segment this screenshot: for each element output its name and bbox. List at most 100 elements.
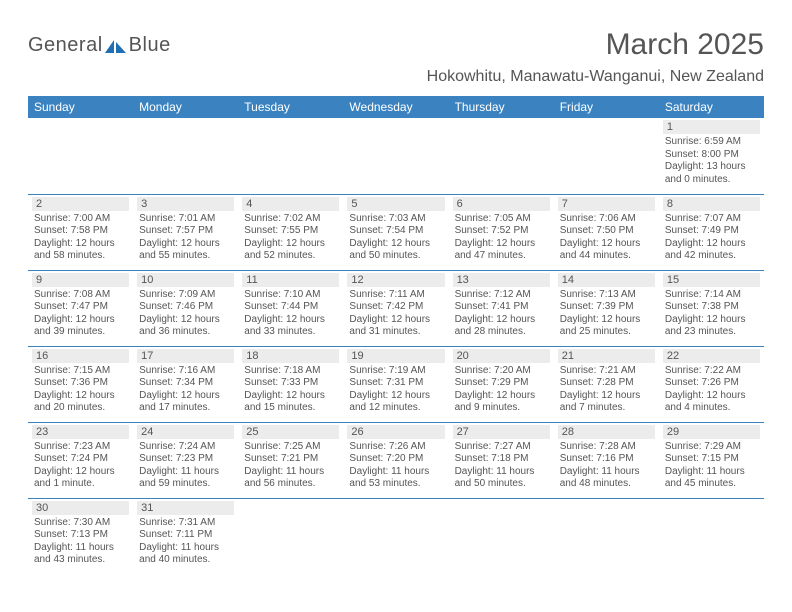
day-info: Sunrise: 7:20 AMSunset: 7:29 PMDaylight:… [453,365,550,415]
title-block: March 2025 Hokowhitu, Manawatu-Wanganui,… [427,28,764,86]
day-number: 8 [663,197,760,211]
day-number: 2 [32,197,129,211]
day-number: 30 [32,501,129,515]
day-info: Sunrise: 7:12 AMSunset: 7:41 PMDaylight:… [453,289,550,339]
day-info: Sunrise: 7:02 AMSunset: 7:55 PMDaylight:… [242,213,339,263]
day-number: 24 [137,425,234,439]
day-info: Sunrise: 7:13 AMSunset: 7:39 PMDaylight:… [558,289,655,339]
day-number: 1 [663,120,760,134]
calendar-cell: 23 Sunrise: 7:23 AMSunset: 7:24 PMDayligh… [28,422,133,498]
brand-word-2: Blue [129,34,171,57]
day-number: 16 [32,349,129,363]
day-info: Sunrise: 7:19 AMSunset: 7:31 PMDaylight:… [347,365,444,415]
calendar-cell: 9Sunrise: 7:08 AMSunset: 7:47 PMDaylight… [28,270,133,346]
day-info: Sunrise: 7:08 AMSunset: 7:47 PMDaylight:… [32,289,129,339]
day-header: Tuesday [238,96,343,118]
calendar-cell [343,118,448,194]
day-number: 29 [663,425,760,439]
calendar-cell: 11Sunrise: 7:10 AMSunset: 7:44 PMDayligh… [238,270,343,346]
day-info: Sunrise: 7:06 AMSunset: 7:50 PMDaylight:… [558,213,655,263]
day-info: Sunrise: 7:24 AMSunset: 7:23 PMDaylight:… [137,441,234,491]
day-number: 14 [558,273,655,287]
calendar-cell [238,118,343,194]
day-info: Sunrise: 7:26 AMSunset: 7:20 PMDaylight:… [347,441,444,491]
day-info: Sunrise: 7:29 AMSunset: 7:15 PMDaylight:… [663,441,760,491]
calendar-cell: 22 Sunrise: 7:22 AMSunset: 7:26 PMDayligh… [659,346,764,422]
calendar-cell [449,118,554,194]
day-number: 12 [347,273,444,287]
day-number: 25 [242,425,339,439]
brand-logo: General Blue [28,34,171,57]
day-number: 17 [137,349,234,363]
calendar-cell: 13 Sunrise: 7:12 AMSunset: 7:41 PMDayligh… [449,270,554,346]
day-number: 31 [137,501,234,515]
calendar-cell [554,498,659,574]
day-info: Sunrise: 7:14 AMSunset: 7:38 PMDaylight:… [663,289,760,339]
day-number: 20 [453,349,550,363]
calendar-cell [449,498,554,574]
calendar-cell: 6 Sunrise: 7:05 AMSunset: 7:52 PMDaylight… [449,194,554,270]
sail-icon [105,38,127,54]
day-number: 22 [663,349,760,363]
day-info: Sunrise: 7:27 AMSunset: 7:18 PMDaylight:… [453,441,550,491]
day-info: Sunrise: 7:21 AMSunset: 7:28 PMDaylight:… [558,365,655,415]
calendar-cell: 20 Sunrise: 7:20 AMSunset: 7:29 PMDayligh… [449,346,554,422]
day-info: Sunrise: 7:22 AMSunset: 7:26 PMDaylight:… [663,365,760,415]
day-number: 13 [453,273,550,287]
day-number: 6 [453,197,550,211]
calendar-header-row: SundayMondayTuesdayWednesdayThursdayFrid… [28,96,764,118]
calendar-cell: 5Sunrise: 7:03 AMSunset: 7:54 PMDaylight… [343,194,448,270]
calendar-cell [554,118,659,194]
day-info: Sunrise: 7:28 AMSunset: 7:16 PMDaylight:… [558,441,655,491]
day-info: Sunrise: 6:59 AMSunset: 8:00 PMDaylight:… [663,136,760,186]
header: General Blue March 2025 Hokowhitu, Manaw… [28,28,764,86]
calendar-cell: 25 Sunrise: 7:25 AMSunset: 7:21 PMDayligh… [238,422,343,498]
day-info: Sunrise: 7:00 AMSunset: 7:58 PMDaylight:… [32,213,129,263]
day-info: Sunrise: 7:30 AMSunset: 7:13 PMDaylight:… [32,517,129,567]
day-number: 7 [558,197,655,211]
calendar-cell [133,118,238,194]
day-header: Saturday [659,96,764,118]
calendar-cell: 15 Sunrise: 7:14 AMSunset: 7:38 PMDayligh… [659,270,764,346]
calendar-cell: 30 Sunrise: 7:30 AMSunset: 7:13 PMDayligh… [28,498,133,574]
calendar-cell: 18 Sunrise: 7:18 AMSunset: 7:33 PMDayligh… [238,346,343,422]
calendar-cell: 8 Sunrise: 7:07 AMSunset: 7:49 PMDaylight… [659,194,764,270]
calendar-cell [28,118,133,194]
calendar-cell: 7 Sunrise: 7:06 AMSunset: 7:50 PMDaylight… [554,194,659,270]
day-number: 26 [347,425,444,439]
calendar-cell: 29 Sunrise: 7:29 AMSunset: 7:15 PMDayligh… [659,422,764,498]
calendar-cell: 16 Sunrise: 7:15 AMSunset: 7:36 PMDayligh… [28,346,133,422]
day-info: Sunrise: 7:11 AMSunset: 7:42 PMDaylight:… [347,289,444,339]
day-number: 18 [242,349,339,363]
day-info: Sunrise: 7:18 AMSunset: 7:33 PMDaylight:… [242,365,339,415]
day-info: Sunrise: 7:05 AMSunset: 7:52 PMDaylight:… [453,213,550,263]
location-subtitle: Hokowhitu, Manawatu-Wanganui, New Zealan… [427,68,764,86]
day-number: 15 [663,273,760,287]
day-info: Sunrise: 7:01 AMSunset: 7:57 PMDaylight:… [137,213,234,263]
day-number: 23 [32,425,129,439]
day-number: 21 [558,349,655,363]
calendar-cell: 31 Sunrise: 7:31 AMSunset: 7:11 PMDayligh… [133,498,238,574]
day-info: Sunrise: 7:31 AMSunset: 7:11 PMDaylight:… [137,517,234,567]
day-header: Friday [554,96,659,118]
day-info: Sunrise: 7:23 AMSunset: 7:24 PMDaylight:… [32,441,129,491]
day-info: Sunrise: 7:15 AMSunset: 7:36 PMDaylight:… [32,365,129,415]
day-number: 11 [242,273,339,287]
day-info: Sunrise: 7:25 AMSunset: 7:21 PMDaylight:… [242,441,339,491]
calendar-cell: 24 Sunrise: 7:24 AMSunset: 7:23 PMDayligh… [133,422,238,498]
day-number: 27 [453,425,550,439]
calendar-cell: 14 Sunrise: 7:13 AMSunset: 7:39 PMDayligh… [554,270,659,346]
day-header: Wednesday [343,96,448,118]
calendar-cell: 17Sunrise: 7:16 AMSunset: 7:34 PMDayligh… [133,346,238,422]
day-info: Sunrise: 7:07 AMSunset: 7:49 PMDaylight:… [663,213,760,263]
calendar-table: SundayMondayTuesdayWednesdayThursdayFrid… [28,96,764,574]
calendar-cell: 12 Sunrise: 7:11 AMSunset: 7:42 PMDayligh… [343,270,448,346]
brand-word-1: General [28,34,103,57]
calendar-cell: 27 Sunrise: 7:27 AMSunset: 7:18 PMDayligh… [449,422,554,498]
calendar-cell: 19Sunrise: 7:19 AMSunset: 7:31 PMDayligh… [343,346,448,422]
page-title: March 2025 [427,28,764,62]
calendar-cell: 10Sunrise: 7:09 AMSunset: 7:46 PMDayligh… [133,270,238,346]
day-number: 4 [242,197,339,211]
day-header: Sunday [28,96,133,118]
day-number: 5 [347,197,444,211]
